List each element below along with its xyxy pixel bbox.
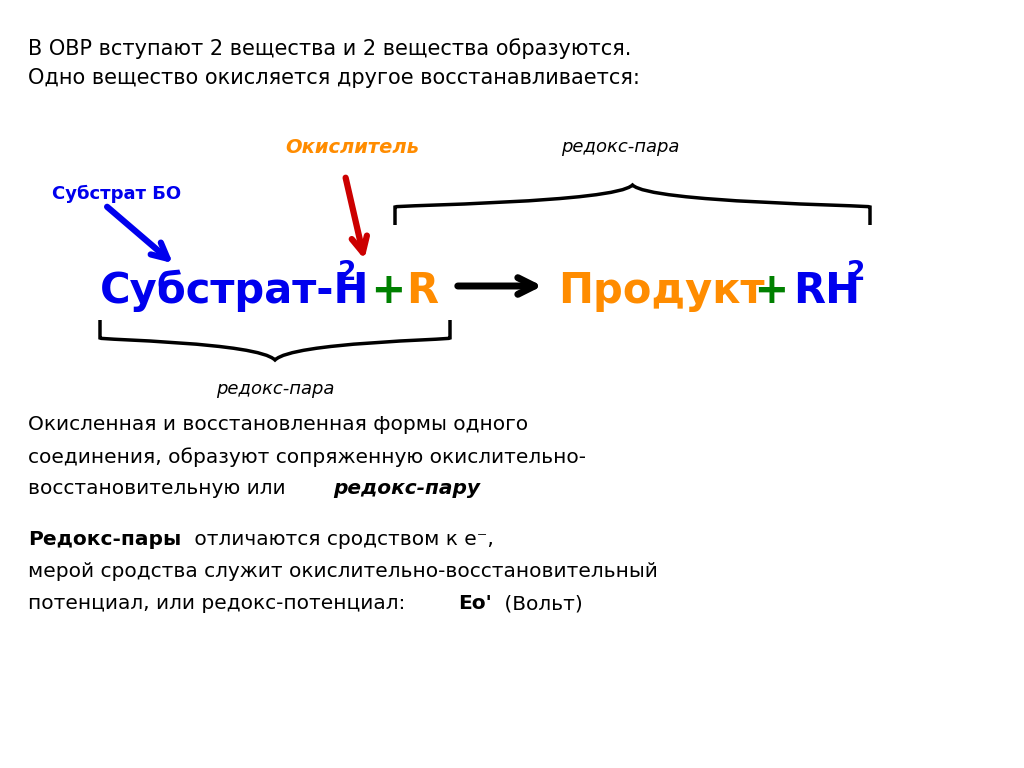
Text: Одно вещество окисляется другое восстанавливается:: Одно вещество окисляется другое восстана… (28, 68, 640, 88)
Text: (Вольт): (Вольт) (498, 594, 583, 613)
Text: Eo': Eo' (458, 594, 492, 613)
Text: +: + (740, 270, 804, 312)
Text: редокс-пара: редокс-пара (561, 138, 679, 156)
Text: потенциал, или редокс-потенциал:: потенциал, или редокс-потенциал: (28, 594, 412, 613)
Text: восстановительную или: восстановительную или (28, 479, 292, 498)
Text: R: R (406, 270, 438, 312)
Text: Продукт: Продукт (558, 270, 765, 312)
Text: мерой сродства служит окислительно-восстановительный: мерой сродства служит окислительно-восст… (28, 562, 657, 581)
Text: RH: RH (793, 270, 860, 312)
Text: Окисленная и восстановленная формы одного: Окисленная и восстановленная формы одног… (28, 415, 528, 434)
Text: соединения, образуют сопряженную окислительно-: соединения, образуют сопряженную окислит… (28, 447, 586, 467)
Text: отличаются сродством к е⁻,: отличаются сродством к е⁻, (188, 530, 494, 549)
Text: В ОВР вступают 2 вещества и 2 вещества образуются.: В ОВР вступают 2 вещества и 2 вещества о… (28, 38, 632, 59)
Text: Редокс-пары: Редокс-пары (28, 530, 181, 549)
Text: Субстрат БО: Субстрат БО (52, 185, 181, 204)
Text: Окислитель: Окислитель (285, 138, 419, 157)
Text: редокс-пара: редокс-пара (216, 380, 334, 398)
Text: редокс-пару: редокс-пару (333, 479, 480, 498)
Text: 2: 2 (847, 260, 865, 286)
Text: +: + (357, 270, 421, 312)
Text: 2: 2 (338, 260, 356, 286)
Text: Субстрат-Н: Субстрат-Н (100, 270, 370, 313)
